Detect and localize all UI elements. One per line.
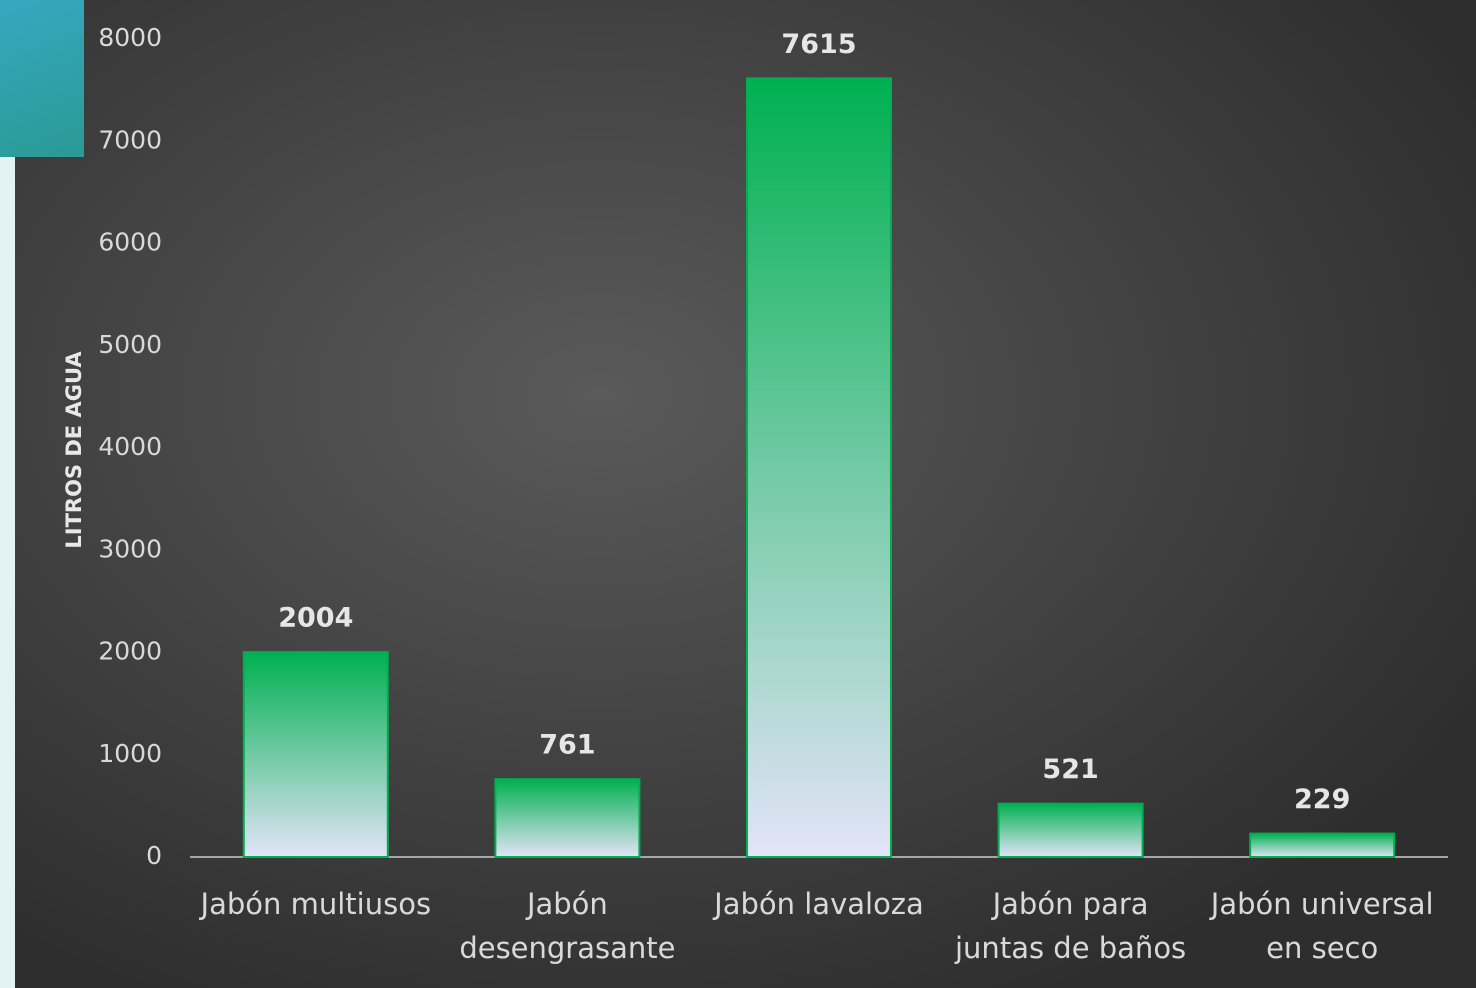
data-label: 229 [1294,784,1350,815]
bar [997,802,1144,858]
y-tick-label: 1000 [98,739,162,768]
bar [242,651,389,858]
y-tick-label: 7000 [98,125,162,154]
y-tick-label: 8000 [98,23,162,52]
bar [746,77,892,858]
y-tick-label: 2000 [98,637,162,666]
x-tick-label: Jabón multiusos [200,887,432,921]
x-tick-label: Jabón desengrasante [459,887,676,965]
y-axis-label: LITROS DE AGUA [62,351,86,549]
x-tick-label: Jabón para juntas de baños [955,887,1187,965]
bar [1249,832,1396,859]
data-label: 521 [1042,754,1098,785]
accent-block [0,0,84,157]
data-label: 7615 [781,29,856,60]
x-tick-label: Jabón universal en seco [1210,887,1434,965]
data-label: 2004 [278,603,353,634]
y-tick-label: 5000 [98,330,162,359]
y-tick-label: 3000 [98,534,162,563]
y-tick-label: 4000 [98,432,162,461]
data-label: 761 [539,730,595,761]
bar [494,778,641,858]
y-tick-label: 0 [146,841,162,870]
y-tick-label: 6000 [98,228,162,257]
x-tick-label: Jabón lavaloza [714,887,924,921]
